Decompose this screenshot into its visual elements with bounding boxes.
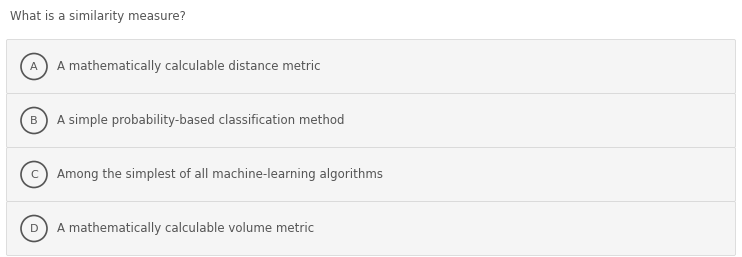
Text: What is a similarity measure?: What is a similarity measure? [10, 10, 186, 23]
Text: A mathematically calculable distance metric: A mathematically calculable distance met… [57, 60, 321, 73]
Ellipse shape [21, 161, 47, 188]
Ellipse shape [21, 107, 47, 133]
Ellipse shape [21, 53, 47, 79]
Text: A mathematically calculable volume metric: A mathematically calculable volume metri… [57, 222, 314, 235]
Text: C: C [30, 170, 38, 179]
Text: D: D [30, 224, 39, 234]
FancyBboxPatch shape [7, 40, 735, 94]
FancyBboxPatch shape [7, 201, 735, 255]
FancyBboxPatch shape [7, 148, 735, 201]
Text: Among the simplest of all machine-learning algorithms: Among the simplest of all machine-learni… [57, 168, 383, 181]
Ellipse shape [21, 216, 47, 242]
Text: A: A [30, 61, 38, 71]
Text: B: B [30, 115, 38, 125]
FancyBboxPatch shape [7, 94, 735, 148]
Text: A simple probability-based classification method: A simple probability-based classificatio… [57, 114, 344, 127]
